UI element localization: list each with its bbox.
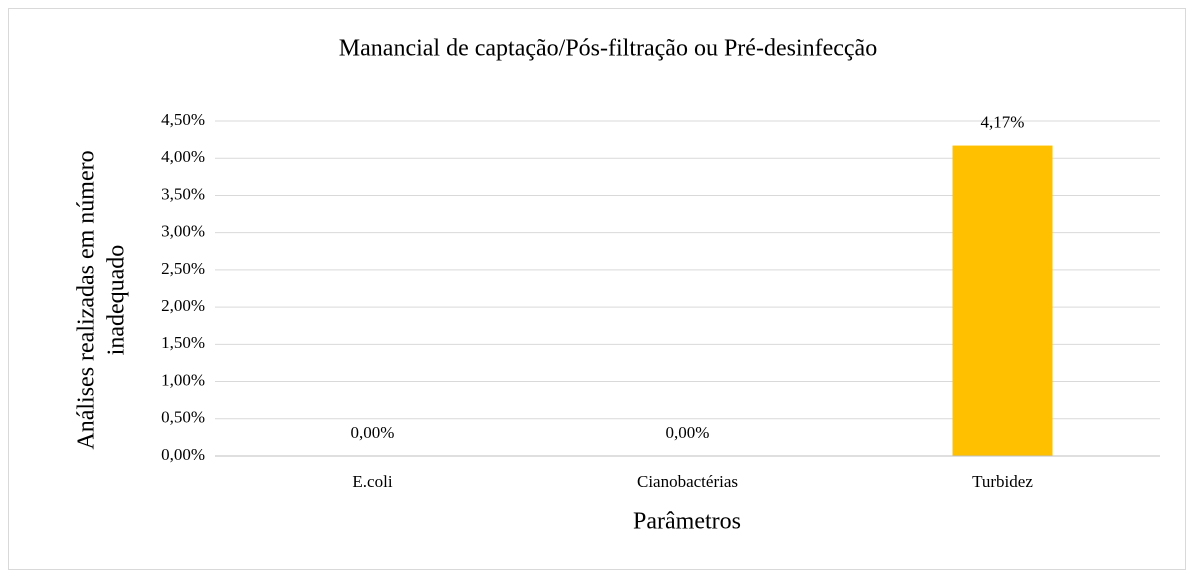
y-tick-label: 1,00% bbox=[161, 370, 205, 389]
y-tick-label: 2,50% bbox=[161, 259, 205, 278]
y-tick-label: 4,00% bbox=[161, 147, 205, 166]
y-tick-label: 3,00% bbox=[161, 222, 205, 241]
y-tick-label: 2,00% bbox=[161, 296, 205, 315]
bar bbox=[952, 145, 1053, 457]
x-tick-label: E.coli bbox=[352, 472, 392, 491]
y-tick-label: 0,00% bbox=[161, 445, 205, 464]
y-tick-label: 1,50% bbox=[161, 333, 205, 352]
data-label: 0,00% bbox=[351, 423, 395, 442]
data-label: 4,17% bbox=[981, 112, 1025, 131]
y-axis-label-line: inadequado bbox=[104, 245, 130, 356]
x-tick-label: Turbidez bbox=[972, 472, 1033, 491]
chart-title: Manancial de captação/Pós-filtração ou P… bbox=[339, 36, 877, 62]
y-axis-label: Análises realizadas em número inadequado bbox=[74, 150, 130, 449]
y-axis-label-line: Análises realizadas em número bbox=[74, 150, 100, 449]
y-tick-label: 3,50% bbox=[161, 184, 205, 203]
x-axis-label: Parâmetros bbox=[633, 509, 741, 535]
y-tick-label: 0,50% bbox=[161, 408, 205, 427]
data-label: 0,00% bbox=[666, 423, 710, 442]
y-tick-label: 4,50% bbox=[161, 110, 205, 129]
x-tick-label: Cianobactérias bbox=[637, 472, 738, 491]
